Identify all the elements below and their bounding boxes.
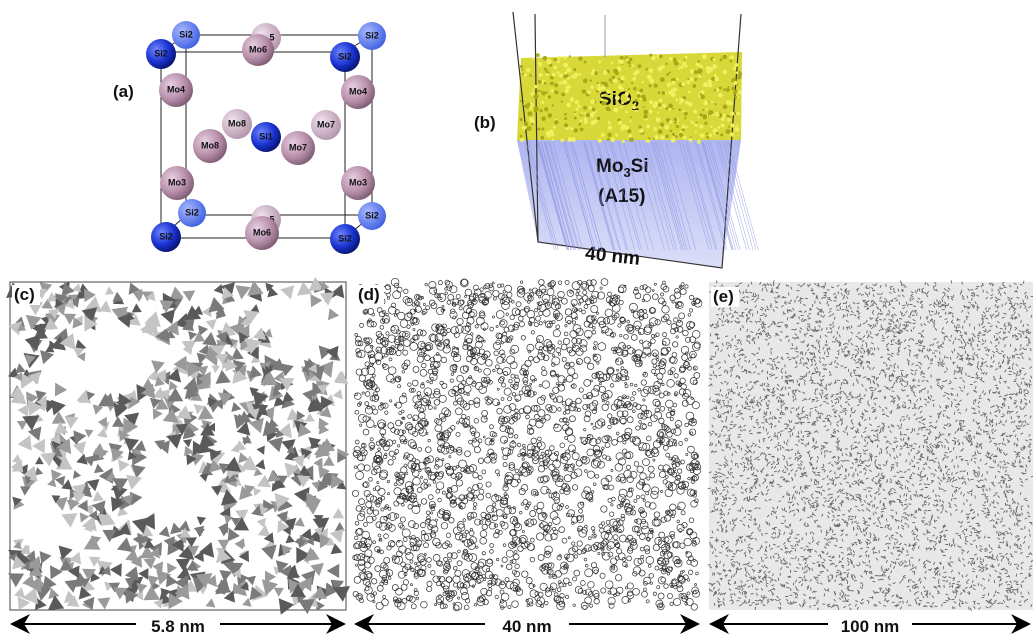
atom-label: Si2	[159, 231, 173, 241]
panel-label: (a)	[113, 82, 134, 101]
atom-label: Si1	[259, 131, 273, 141]
panel-d	[352, 278, 701, 610]
atom-label: Mo7	[289, 142, 307, 152]
figure: (a) Si25Mo6Si2Si2Si2Mo4Mo4Mo8Mo7Si1Mo8Mo…	[0, 0, 1033, 635]
atom-label: Si2	[185, 207, 199, 217]
atom-label: Mo6	[249, 44, 267, 54]
atom-label: Si2	[154, 48, 168, 58]
panel-c	[6, 277, 350, 615]
panel-label: (c)	[14, 285, 35, 304]
atom-label: Si2	[338, 233, 352, 243]
panel-label: (b)	[474, 113, 496, 132]
atom-label: Si2	[365, 210, 379, 220]
atom-label: Si2	[179, 29, 193, 39]
atom-label: Mo3	[349, 177, 367, 187]
atom-label: Mo8	[228, 118, 246, 128]
atom-label: Mo3	[168, 177, 186, 187]
panel-b: (b) SiO2 Mo3Si (A15) 40 nm	[474, 12, 758, 270]
panel-label: (d)	[358, 285, 380, 304]
panel-e	[708, 280, 1033, 610]
scale-label: 5.8 nm	[151, 617, 205, 635]
atom-label: Mo8	[201, 140, 219, 150]
atom-label: Mo4	[349, 86, 367, 96]
atom-label: Si2	[365, 30, 379, 40]
scale-label: 100 nm	[841, 617, 900, 635]
atom-label: Si2	[338, 51, 352, 61]
atom-label: Mo6	[253, 227, 271, 237]
atom-label: Mo7	[317, 119, 335, 129]
atom-label: Mo4	[167, 84, 185, 94]
scale-label: 40 nm	[502, 617, 551, 635]
panel-label: (e)	[713, 287, 734, 306]
